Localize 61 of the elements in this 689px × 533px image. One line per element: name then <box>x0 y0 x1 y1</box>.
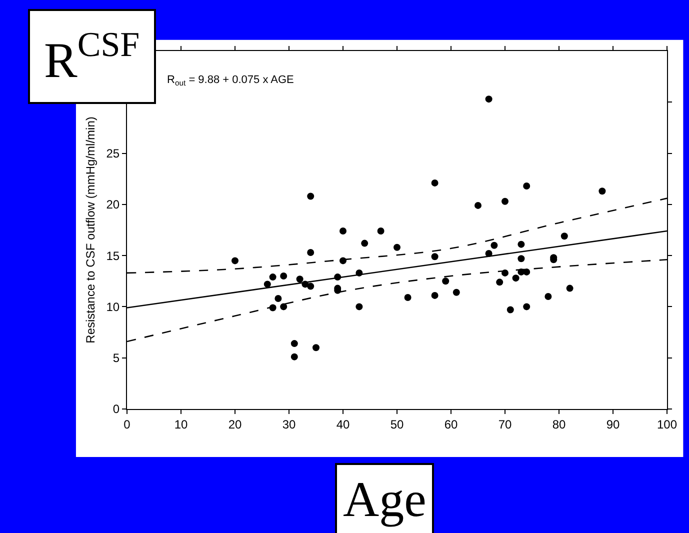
point <box>290 340 298 348</box>
point <box>290 353 298 360</box>
point <box>523 182 530 190</box>
point <box>264 280 271 288</box>
point <box>307 192 314 200</box>
point <box>307 249 314 256</box>
point <box>340 228 346 235</box>
point <box>598 188 606 195</box>
y-tick-label: 25 <box>106 146 120 160</box>
point <box>502 198 508 205</box>
x-tick-label: 50 <box>390 417 404 432</box>
point <box>356 303 363 310</box>
x-tick-label: 30 <box>282 417 296 432</box>
x-tick-label: 0 <box>124 417 131 432</box>
point <box>560 232 568 240</box>
y-tick-label: 5 <box>112 351 120 366</box>
annotation: R$_{out}$ = 9.88 + 0.075 x AGE <box>167 74 294 88</box>
y-axis-title: Resistance to CSF outflow (mmHg/ml/min) <box>84 116 98 344</box>
point <box>512 274 520 282</box>
x-axis-title: Age <box>343 471 426 527</box>
point <box>523 303 530 310</box>
point <box>566 284 574 292</box>
point <box>442 278 450 285</box>
point <box>518 255 525 262</box>
point <box>506 306 514 314</box>
point <box>485 96 492 103</box>
point <box>394 244 400 251</box>
x-tick-label: 70 <box>498 417 512 432</box>
point <box>361 240 368 247</box>
point <box>296 276 304 283</box>
point <box>431 292 438 299</box>
point <box>544 292 552 300</box>
y-tick-label: 20 <box>106 198 120 212</box>
x-tick-label: 20 <box>228 417 242 432</box>
point <box>431 253 438 260</box>
point <box>274 295 282 302</box>
point <box>452 288 460 296</box>
point <box>518 240 525 248</box>
point <box>377 228 384 235</box>
point <box>523 268 530 276</box>
point <box>269 274 276 281</box>
chart-title: R$^{CSF}$ <box>44 25 140 88</box>
x-tick-label: 40 <box>336 417 350 432</box>
x-tick-label: 10 <box>174 417 188 432</box>
point <box>307 282 314 290</box>
point <box>280 272 288 280</box>
point <box>490 242 498 249</box>
y-tick-label: 0 <box>112 402 120 416</box>
point <box>232 257 238 264</box>
y-tick-label: 10 <box>106 300 120 314</box>
y-tick-label: 15 <box>106 248 120 263</box>
x-tick-label: 80 <box>552 417 566 432</box>
point <box>312 344 320 352</box>
point <box>280 303 288 310</box>
x-tick-label: 60 <box>444 417 458 432</box>
point <box>496 278 504 286</box>
point <box>474 202 482 209</box>
point <box>431 179 438 186</box>
x-tick-label: 90 <box>606 417 620 432</box>
x-tick-label: 100 <box>656 417 678 432</box>
point <box>404 294 412 302</box>
